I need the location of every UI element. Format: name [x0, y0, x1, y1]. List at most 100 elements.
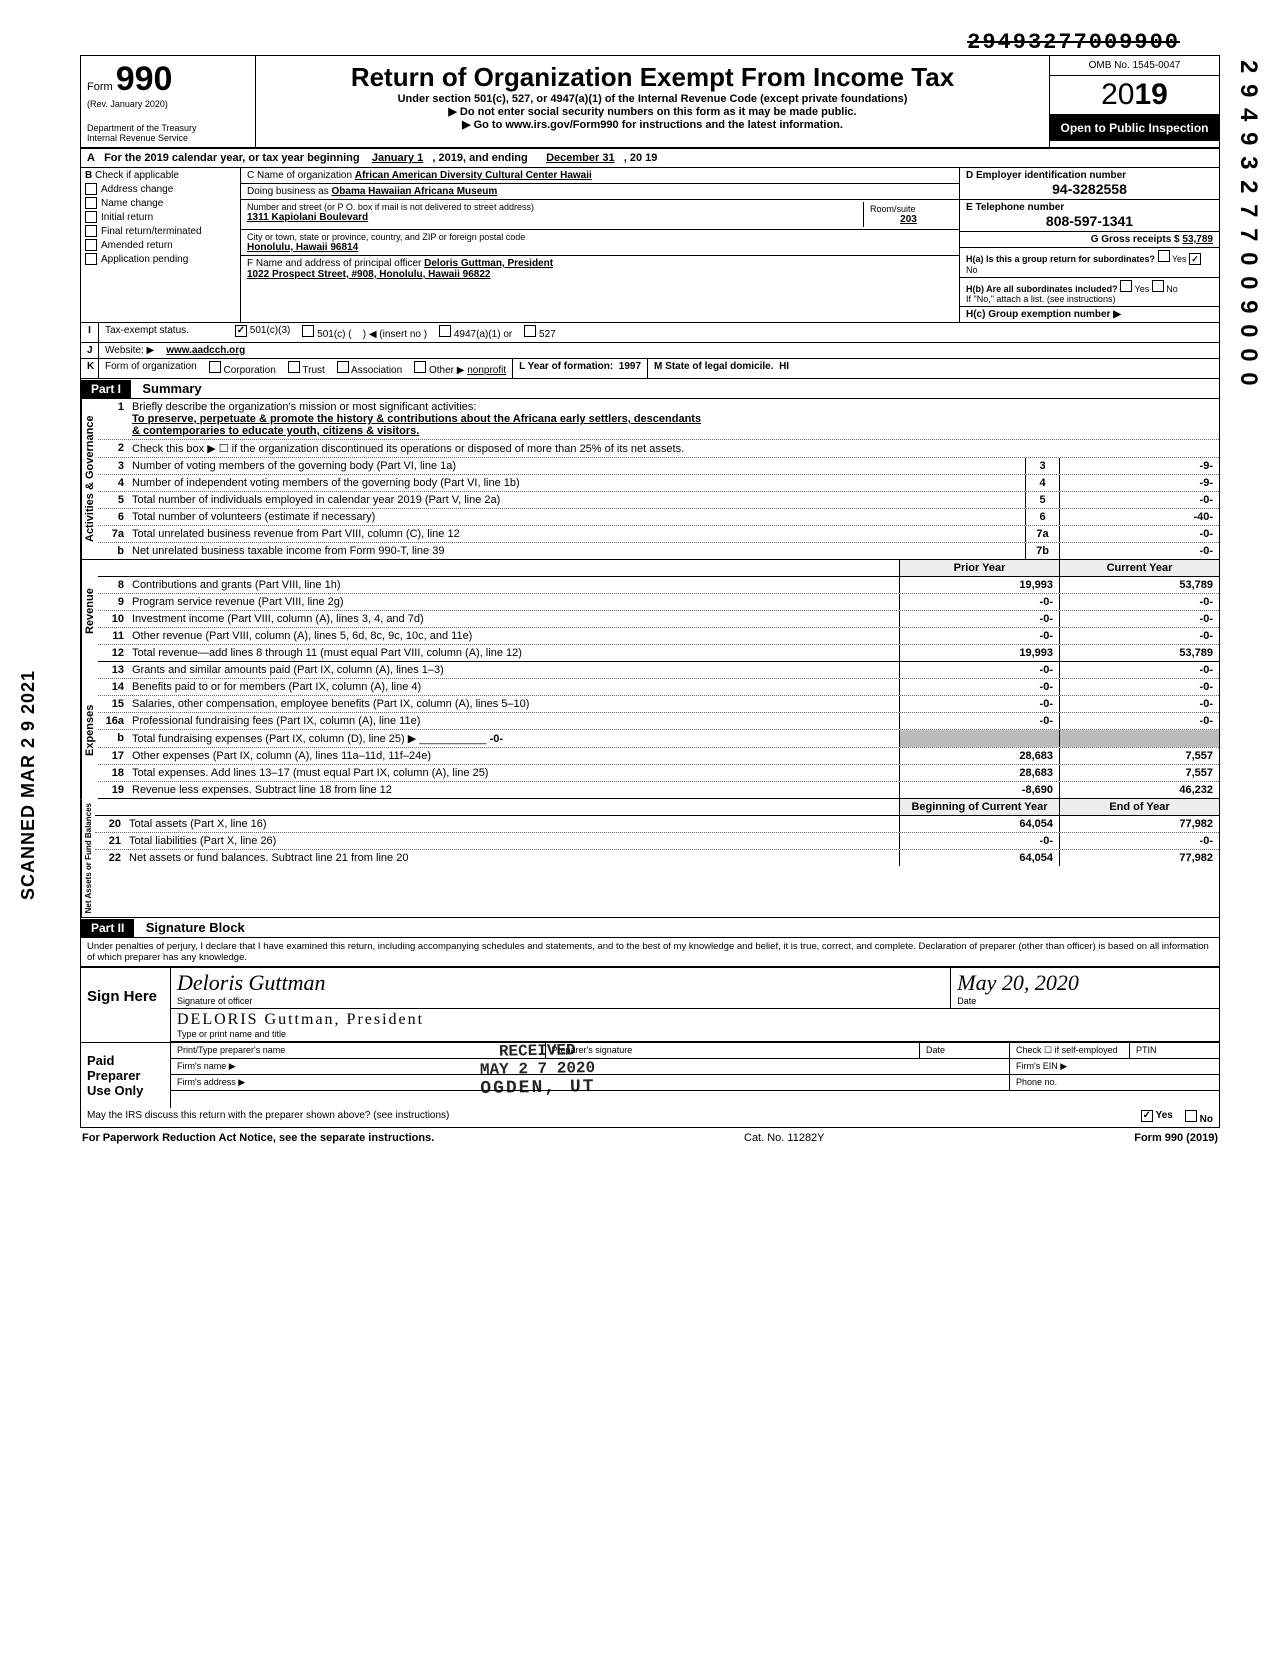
check-name-change[interactable]: Name change: [85, 197, 236, 209]
line-9: Program service revenue (Part VIII, line…: [128, 594, 899, 610]
checkbox-icon: [85, 253, 97, 265]
form-subtitle-2: ▶ Do not enter social security numbers o…: [264, 105, 1041, 118]
f-officer-label: F Name and address of principal officer: [247, 258, 421, 269]
form-rev: (Rev. January 2020): [87, 99, 249, 109]
state-domicile-value: HI: [779, 361, 789, 372]
phone-value: 808-597-1341: [966, 213, 1213, 229]
line-8-prior: 19,993: [899, 577, 1059, 593]
checkbox-icon: [85, 197, 97, 209]
section-revenue: Revenue Prior YearCurrent Year 8Contribu…: [81, 560, 1219, 662]
dba-label: Doing business as: [247, 186, 329, 197]
discuss-no-check[interactable]: [1185, 1110, 1197, 1122]
date-label: Date: [957, 996, 1213, 1006]
stamp-date: MAY 2 7 2020: [480, 1059, 596, 1079]
line-20: Total assets (Part X, line 16): [125, 816, 899, 832]
other-value: nonprofit: [467, 365, 506, 376]
line-7a: Total unrelated business revenue from Pa…: [128, 526, 1025, 542]
row-a-mid: , 2019, and ending: [432, 152, 527, 164]
city-label: City or town, state or province, country…: [247, 232, 953, 242]
form-title: Return of Organization Exempt From Incom…: [264, 62, 1041, 93]
hb-no-check[interactable]: [1152, 280, 1164, 292]
checkbox-icon: [85, 211, 97, 223]
signature-label: Signature of officer: [177, 996, 944, 1006]
line-3-value: -9-: [1059, 458, 1219, 474]
ptin-label: PTIN: [1129, 1043, 1219, 1058]
form-subtitle-3: ▶ Go to www.irs.gov/Form990 for instruct…: [264, 118, 1041, 131]
tab-expenses: Expenses: [81, 662, 98, 799]
col-beginning-year: Beginning of Current Year: [899, 799, 1059, 815]
label-b: B: [85, 170, 92, 181]
firm-phone-label: Phone no.: [1009, 1075, 1219, 1090]
mission-line-1: To preserve, perpetuate & promote the hi…: [132, 413, 701, 425]
check-other[interactable]: [414, 361, 426, 373]
line-19: Revenue less expenses. Subtract line 18 …: [128, 782, 899, 798]
officer-signature: Deloris Guttman: [177, 970, 944, 996]
label-a: A: [87, 152, 101, 164]
paid-preparer-block: Paid Preparer Use Only Print/Type prepar…: [81, 1042, 1219, 1108]
hb-yes-check[interactable]: [1120, 280, 1132, 292]
check-501c[interactable]: [302, 325, 314, 337]
street-value: 1311 Kapiolani Boulevard: [247, 212, 863, 223]
tax-year: 2019: [1050, 76, 1219, 115]
preparer-sig-label: Preparer's signature: [545, 1043, 920, 1058]
line-7a-value: -0-: [1059, 526, 1219, 542]
check-527[interactable]: [524, 325, 536, 337]
line-7b: Net unrelated business taxable income fr…: [128, 543, 1025, 559]
received-stamp: RECEIVED MAY 2 7 2020 OGDEN, UT: [480, 1041, 596, 1099]
sign-here-block: Sign Here Deloris Guttman Signature of o…: [81, 967, 1219, 1042]
check-association[interactable]: [337, 361, 349, 373]
part-ii-header: Part II Signature Block: [81, 918, 1219, 938]
check-final-return[interactable]: Final return/terminated: [85, 225, 236, 237]
row-a-yr: , 20 19: [624, 152, 658, 164]
line-16b: Total fundraising expenses (Part IX, col…: [128, 730, 899, 747]
form-footer: Form 990 (2019): [1134, 1132, 1218, 1144]
tab-activities-governance: Activities & Governance: [81, 399, 98, 559]
check-application-pending[interactable]: Application pending: [85, 253, 236, 265]
form-header-mid: Return of Organization Exempt From Incom…: [256, 56, 1049, 147]
check-trust[interactable]: [288, 361, 300, 373]
shaded-cell: [1059, 730, 1219, 747]
hb-note: If "No," attach a list. (see instruction…: [966, 294, 1115, 304]
check-initial-return[interactable]: Initial return: [85, 211, 236, 223]
check-corporation[interactable]: [209, 361, 221, 373]
line-17: Other expenses (Part IX, column (A), lin…: [128, 748, 899, 764]
org-name: African American Diversity Cultural Cent…: [355, 170, 592, 181]
preparer-self-employed: Check ☐ if self-employed: [1009, 1043, 1129, 1058]
label-i: I: [81, 323, 99, 342]
checkbox-icon: [85, 183, 97, 195]
room-label: Room/suite: [870, 204, 947, 214]
paid-preparer-label: Paid Preparer Use Only: [81, 1043, 171, 1108]
check-501c3[interactable]: [235, 325, 247, 337]
officer-name-printed: DELORIS Guttman, President: [177, 1011, 1213, 1029]
line-10: Investment income (Part VIII, column (A)…: [128, 611, 899, 627]
hb-label: H(b) Are all subordinates included?: [966, 284, 1118, 294]
row-i-text: Tax-exempt status.: [99, 323, 229, 342]
mission-line-2: & contemporaries to educate youth, citiz…: [132, 425, 419, 437]
tab-net-assets: Net Assets or Fund Balances: [81, 799, 95, 917]
row-a-tax-year: A For the 2019 calendar year, or tax yea…: [81, 149, 1219, 168]
ein-value: 94-3282558: [966, 181, 1213, 197]
check-address-change[interactable]: Address change: [85, 183, 236, 195]
part-ii-label: Part II: [81, 919, 134, 937]
part-i-header: Part I Summary: [81, 379, 1219, 399]
part-ii-title: Signature Block: [138, 918, 253, 937]
dln-strikethrough: 29493277009900: [80, 30, 1220, 55]
line-7b-value: -0-: [1059, 543, 1219, 559]
check-amended-return[interactable]: Amended return: [85, 239, 236, 251]
form-word: Form: [87, 81, 113, 93]
discuss-yes-check[interactable]: [1141, 1110, 1153, 1122]
ha-yes-check[interactable]: [1158, 250, 1170, 262]
gross-receipts-value: 53,789: [1182, 234, 1213, 245]
check-4947[interactable]: [439, 325, 451, 337]
row-i-tax-exempt: I Tax-exempt status. 501(c)(3) 501(c) ( …: [81, 323, 1219, 343]
label-k: K: [81, 359, 99, 378]
line-15: Salaries, other compensation, employee b…: [128, 696, 899, 712]
catalog-number: Cat. No. 11282Y: [744, 1132, 825, 1144]
checkbox-icon: [85, 225, 97, 237]
header-block-bcd: B Check if applicable Address change Nam…: [81, 168, 1219, 323]
officer-name: Deloris Guttman, President: [424, 258, 553, 269]
row-k-form-org: K Form of organization Corporation Trust…: [81, 359, 1219, 379]
discuss-text: May the IRS discuss this return with the…: [81, 1108, 1135, 1127]
preparer-date-label: Date: [919, 1043, 1009, 1058]
ha-no-check[interactable]: [1189, 253, 1201, 265]
